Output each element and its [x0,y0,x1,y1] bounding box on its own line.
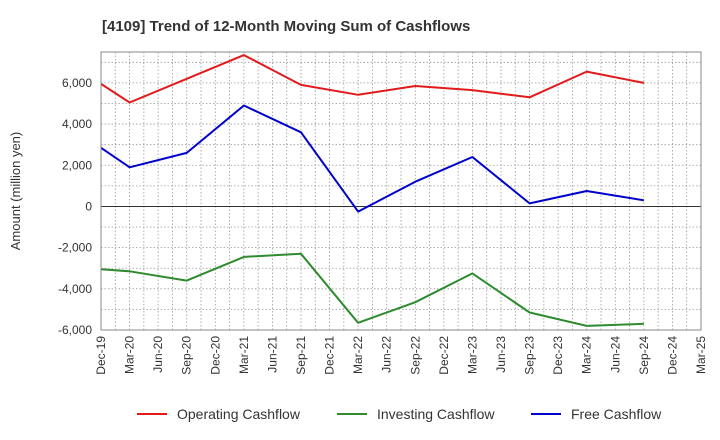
x-tick-label: Jun-22 [380,336,394,373]
legend-label-investing-cashflow: Investing Cashflow [377,406,495,422]
x-tick-label: Mar-24 [580,336,594,374]
y-tick-label: -4,000 [58,282,92,296]
x-tick-label: Jun-24 [608,336,622,373]
x-tick-label: Dec-19 [94,336,108,375]
x-tick-label: Sep-23 [523,336,537,375]
y-tick-labels: -6,000 -4,000 -2,000 0 2,000 4,000 6,000 [58,76,92,337]
x-tick-labels: Dec-19 Mar-20 Jun-20 Sep-20 Dec-20 Mar-21 Jun-… [94,336,708,375]
y-tick-label: 4,000 [62,117,92,131]
y-axis-label: Amount (million yen) [8,132,23,251]
y-tick-label: 2,000 [62,158,92,172]
y-tick-label: 6,000 [62,76,92,90]
investing-cashflow-line [100,252,644,327]
x-tick-label: Sep-24 [637,336,651,375]
x-tick-label: Jun-20 [151,336,165,373]
y-tick-label: 0 [85,199,92,213]
x-tick-label: Dec-20 [208,336,222,375]
free-cashflow-line [100,104,645,213]
x-tick-label: Mar-22 [351,336,365,374]
grid-lines [101,52,701,330]
x-tick-label: Sep-20 [180,336,194,375]
x-tick-label: Dec-24 [665,336,679,375]
x-tick-label: Mar-23 [465,336,479,374]
legend-label-operating-cashflow: Operating Cashflow [177,406,301,422]
x-tick-label: Mar-20 [123,336,137,374]
legend: Operating Cashflow Investing Cashflow Free… [137,406,662,422]
x-tick-label: Dec-23 [551,336,565,375]
x-tick-label: Jun-21 [265,336,279,373]
x-tick-label: Sep-21 [294,336,308,375]
series-lines [100,54,645,327]
y-tick-label: -2,000 [58,241,92,255]
legend-label-free-cashflow: Free Cashflow [571,406,662,422]
x-tick-label: Dec-22 [437,336,451,375]
x-tick-label: Jun-23 [494,336,508,373]
chart-title: [4109] Trend of 12-Month Moving Sum of C… [102,18,470,35]
x-tick-label: Sep-22 [408,336,422,375]
x-tick-label: Mar-21 [237,336,251,374]
y-tick-label: -6,000 [58,323,92,337]
plot-area-frame [100,51,702,331]
operating-cashflow-line [100,54,645,104]
x-tick-label: Mar-25 [694,336,708,374]
x-tick-label: Dec-21 [323,336,337,375]
